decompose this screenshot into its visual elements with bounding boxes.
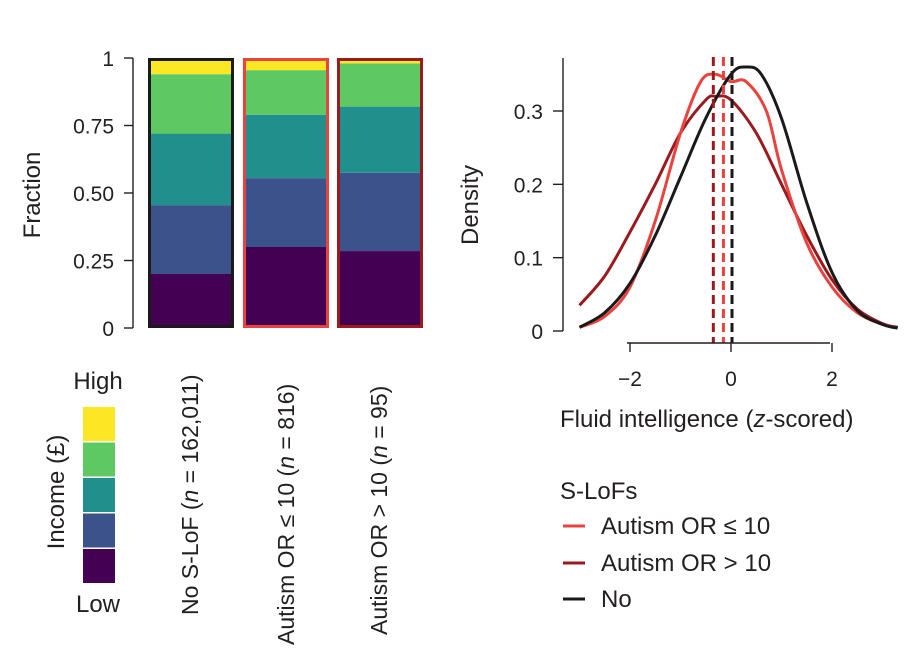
bar-segment <box>243 70 329 115</box>
y-tick-label: 0.50 <box>73 183 114 206</box>
y-axis-label: Fraction <box>19 152 46 239</box>
bar-segment <box>243 178 329 247</box>
bar-segment <box>148 274 234 328</box>
density-chart: 0 0.1 0.2 0.3 −2 0 2 Density Fluid intelligen… <box>457 57 899 613</box>
density-x-axis-label: Fluid intelligence (z-scored) <box>560 406 853 433</box>
income-swatch <box>83 442 115 477</box>
s-lofs-legend-title: S-LoFs <box>560 478 637 505</box>
bar-segment <box>337 63 423 107</box>
density-y-axis-label: Density <box>457 165 484 245</box>
bar-segment <box>148 74 234 134</box>
legend-label-autism-gt10: Autism OR > 10 <box>601 550 771 577</box>
bar-outline <box>337 58 423 328</box>
density-curve <box>578 65 899 330</box>
income-swatch <box>83 549 115 583</box>
s-lofs-legend: S-LoFs Autism OR ≤ 10 Autism OR > 10 No <box>560 478 771 613</box>
bar-segment <box>337 106 423 173</box>
density-y-ticks: 0 0.1 0.2 0.3 <box>514 101 563 344</box>
y-tick-label: 0.25 <box>73 251 114 274</box>
mean-lines <box>711 57 734 343</box>
bar-segment <box>243 114 329 179</box>
bar-outline <box>243 58 329 328</box>
bar-segment <box>337 172 423 252</box>
income-legend-high-label: High <box>73 368 122 395</box>
density-y-tick-label: 0 <box>531 321 543 344</box>
stacked-bar-chart: 0 0.25 0.50 0.75 1 Fraction No S-LoF (n = 16… <box>19 48 423 645</box>
y-axis-ticks: 0 0.25 0.50 0.75 1 <box>73 48 133 341</box>
bar-segment <box>148 205 234 274</box>
density-x-tick-label: 2 <box>826 368 838 391</box>
income-legend: High Low Income (£) <box>43 368 123 618</box>
bar-stacks <box>148 58 423 328</box>
density-y-tick-label: 0.3 <box>514 101 543 124</box>
income-legend-title: Income (£) <box>43 435 70 550</box>
income-swatch <box>83 513 115 548</box>
bar-outline <box>148 58 234 328</box>
density-x-ticks: −2 0 2 <box>618 343 838 391</box>
income-legend-low-label: Low <box>76 591 121 618</box>
bar-segment <box>148 58 234 75</box>
y-tick-label: 0 <box>102 318 114 341</box>
density-curves <box>578 65 899 330</box>
density-x-tick-label: −2 <box>618 368 642 391</box>
density-x-tick-label: 0 <box>725 368 737 391</box>
legend-label-autism-le10: Autism OR ≤ 10 <box>601 513 770 540</box>
category-label-autism-gt10: Autism OR > 10 (n = 95) <box>366 386 392 635</box>
y-tick-label: 1 <box>102 48 114 71</box>
density-y-tick-label: 0.2 <box>514 174 543 197</box>
y-tick-label: 0.75 <box>73 116 114 139</box>
legend-label-no: No <box>601 586 632 613</box>
income-swatch <box>83 407 115 441</box>
bar-segment <box>243 58 329 71</box>
income-legend-swatches <box>83 407 115 583</box>
bar-segment <box>243 247 329 328</box>
density-curve <box>578 72 899 330</box>
income-swatch <box>83 478 115 512</box>
bar-segment <box>337 251 423 328</box>
bar-segment <box>148 133 234 206</box>
category-label-autism-le10: Autism OR ≤ 10 (n = 816) <box>273 384 299 645</box>
density-y-tick-label: 0.1 <box>514 248 543 271</box>
category-label-no-slof: No S-LoF (n = 162,011) <box>177 374 203 615</box>
